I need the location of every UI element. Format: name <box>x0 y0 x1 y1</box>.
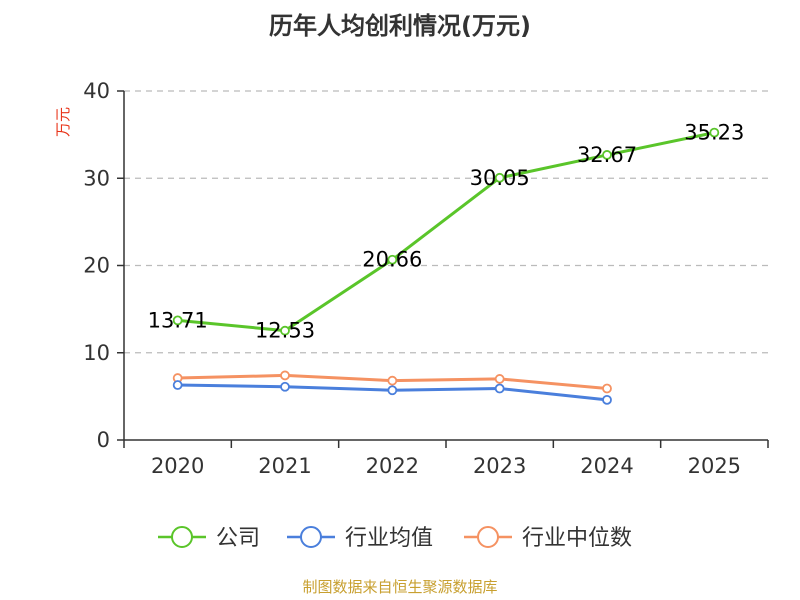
legend-swatch-marker <box>477 526 499 548</box>
x-tick-label: 2024 <box>580 454 633 478</box>
x-tick-label: 2020 <box>151 454 204 478</box>
y-tick-label: 30 <box>83 166 110 190</box>
data-label: 30.05 <box>470 166 530 190</box>
grid-lines <box>124 90 768 354</box>
legend[interactable]: 公司 行业均值 行业中位数 <box>158 526 632 551</box>
x-tick-label: 2021 <box>258 454 311 478</box>
data-point[interactable] <box>280 370 290 381</box>
data-point[interactable] <box>280 325 290 336</box>
x-tick-label: 2023 <box>473 454 526 478</box>
y-tick-label: 10 <box>83 341 110 365</box>
data-point[interactable] <box>387 254 398 265</box>
data-point[interactable] <box>494 374 505 384</box>
data-point[interactable] <box>387 385 398 396</box>
data-point[interactable] <box>172 380 183 390</box>
legend-label: 行业均值 <box>345 526 433 551</box>
data-point[interactable] <box>172 315 183 326</box>
data-label: 13.71 <box>148 308 208 332</box>
y-tick-label: 40 <box>83 79 110 103</box>
legend-label: 行业中位数 <box>522 526 632 551</box>
legend-label: 公司 <box>216 526 260 551</box>
x-tick-label: 2022 <box>366 454 419 478</box>
data-label: 32.67 <box>577 143 637 167</box>
data-point[interactable] <box>494 172 505 183</box>
data-point[interactable] <box>602 383 612 394</box>
y-axis-label: 万元 <box>54 107 72 137</box>
data-point[interactable] <box>602 150 612 160</box>
legend-item-1[interactable]: 行业均值 <box>287 526 433 551</box>
legend-swatch-marker <box>300 526 322 548</box>
chart-title: 历年人均创利情况(万元) <box>269 12 531 40</box>
y-tick-label: 0 <box>97 428 110 452</box>
data-labels: 13.71 12.53 20.66 30.05 32.67 35.23 <box>148 121 745 343</box>
legend-swatch-marker <box>171 526 193 548</box>
data-point[interactable] <box>387 375 398 386</box>
data-point[interactable] <box>280 381 290 392</box>
legend-item-2[interactable]: 行业中位数 <box>464 526 632 551</box>
axes: 0 10 20 30 40 2020 2021 2022 2023 2024 2025 <box>83 79 769 478</box>
data-point[interactable] <box>602 394 612 405</box>
x-tick-label: 2025 <box>688 454 741 478</box>
y-tick-label: 20 <box>83 254 110 278</box>
data-point[interactable] <box>709 127 720 138</box>
data-label: 35.23 <box>684 121 744 145</box>
data-label: 20.66 <box>362 248 422 272</box>
legend-item-0[interactable]: 公司 <box>158 526 260 551</box>
series-group <box>172 127 720 405</box>
series-line-0 <box>177 131 715 333</box>
data-point[interactable] <box>494 383 505 394</box>
data-label: 12.53 <box>255 319 315 343</box>
source-note: 制图数据来自恒生聚源数据库 <box>302 578 497 596</box>
